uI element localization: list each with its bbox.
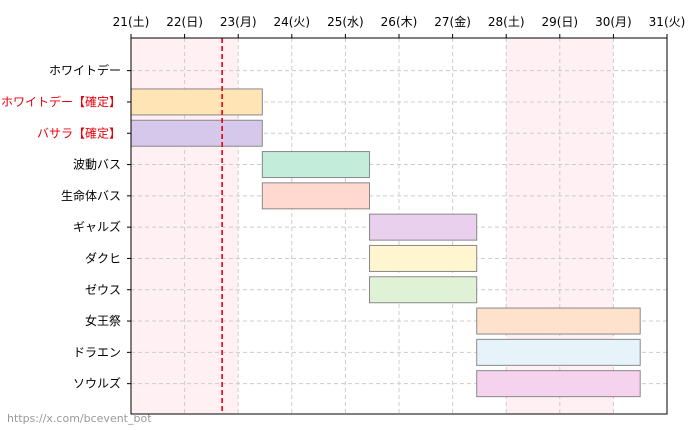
task-label: ソウルズ [73,376,121,391]
task-label: ダクヒ [85,250,121,265]
task-bar [261,182,371,210]
x-tick-label: 29(日) [541,15,578,29]
task-bar [130,88,263,116]
task-label: 波動バス [73,158,121,172]
task-label: 女王祭 [85,313,121,328]
task-bar [369,213,478,241]
x-tick-label: 21(土) [113,15,150,29]
watermark-url: https://x.com/bcevent_bot [7,412,152,425]
task-label: ゼウス [85,283,121,297]
task-bar [476,338,641,366]
x-tick-label: 22(日) [166,15,203,29]
task-bar [130,119,263,147]
x-tick-label: 23(月) [220,15,257,29]
task-bar [369,244,478,272]
task-bar [476,370,641,398]
task-bar [476,307,641,335]
task-label: ホワイトデー [49,63,121,78]
task-bar [261,151,371,179]
x-tick-label: 24(火) [273,15,310,29]
task-bar [369,276,478,304]
task-label: バサラ【確定】 [37,125,121,140]
task-label: 生命体バス [61,188,121,203]
x-tick-label: 27(金) [434,14,471,29]
x-tick-label: 25(水) [327,15,364,29]
task-label: ギャルズ [73,219,121,234]
x-tick-label: 31(火) [649,15,686,29]
x-tick-label: 26(木) [381,15,418,29]
task-label: ホワイトデー【確定】 [1,94,121,109]
x-tick-label: 28(土) [488,15,525,29]
task-label: ドラエン [73,345,121,359]
x-tick-label: 30(月) [595,15,632,29]
